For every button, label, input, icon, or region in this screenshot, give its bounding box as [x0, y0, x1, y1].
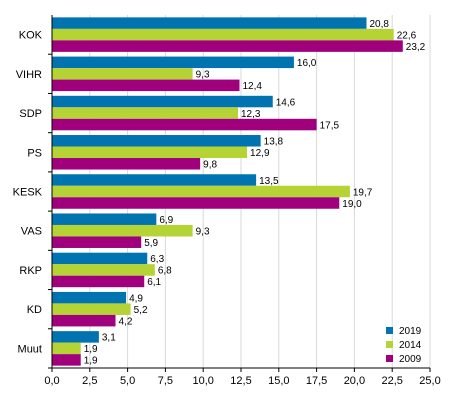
bar	[52, 236, 142, 248]
data-label: 13,8	[264, 137, 284, 148]
data-label: 16,0	[297, 58, 317, 69]
data-label: 12,3	[241, 109, 261, 120]
data-label: 6,8	[158, 266, 172, 277]
data-label: 13,5	[259, 176, 279, 187]
data-label: 6,1	[147, 277, 161, 288]
category-label: VIHR	[16, 69, 42, 81]
bar	[52, 118, 317, 131]
data-label: 17,5	[320, 120, 340, 131]
bar	[52, 213, 157, 225]
category-label: KD	[27, 304, 42, 316]
data-label: 9,8	[203, 160, 217, 171]
data-label: 5,2	[134, 305, 148, 316]
x-tick-label: 15,0	[268, 375, 289, 387]
bars	[52, 17, 403, 366]
data-label: 20,8	[369, 19, 389, 30]
category-label: PS	[27, 147, 42, 159]
bar	[52, 40, 403, 52]
data-label: 6,9	[159, 215, 173, 226]
legend-label: 2019	[399, 326, 422, 337]
category-label: KESK	[13, 187, 43, 199]
bar	[52, 56, 294, 69]
bar	[52, 28, 394, 41]
bar	[52, 224, 193, 237]
data-label: 19,0	[342, 199, 362, 210]
category-label: RKP	[19, 265, 42, 277]
data-label: 3,1	[102, 333, 116, 344]
data-label: 12,4	[242, 81, 262, 92]
data-label: 1,9	[84, 344, 98, 355]
x-tick-label: 5,0	[120, 375, 135, 387]
bar	[52, 197, 340, 209]
x-tick-label: 22,5	[381, 375, 402, 387]
x-tick-label: 7,5	[158, 375, 173, 387]
x-tick-label: 25,0	[419, 375, 440, 387]
data-label: 6,3	[150, 254, 164, 265]
legend-swatch	[386, 341, 393, 348]
bar	[52, 354, 81, 366]
bar	[52, 68, 193, 80]
legend: 2019 2014 2009	[386, 326, 422, 365]
data-label: 23,2	[406, 42, 426, 53]
legend-swatch	[386, 355, 393, 362]
bar	[52, 275, 145, 288]
legend-label: 2014	[399, 340, 422, 351]
bar	[52, 185, 350, 198]
x-tick-label: 20,0	[344, 375, 365, 387]
x-tick-label: 2,5	[82, 375, 97, 387]
data-label: 12,9	[250, 148, 270, 159]
x-axis-ticks: 0,0 2,5 5,0 7,5 10,0 12,5 15,0 17,5 20,0 22,5 25,0	[44, 15, 441, 387]
bar	[52, 135, 261, 147]
bar	[52, 303, 131, 315]
bar	[52, 158, 201, 170]
data-label: 4,2	[119, 316, 133, 327]
category-labels: KOK VIHR SDP PS KESK VAS RKP KD Muut	[13, 30, 43, 356]
bar	[52, 107, 238, 119]
data-label: 1,9	[84, 356, 98, 367]
bar	[52, 79, 240, 92]
x-tick-label: 12,5	[230, 375, 251, 387]
category-label: SDP	[19, 108, 42, 120]
data-label: 14,6	[276, 97, 296, 108]
x-tick-label: 10,0	[192, 375, 213, 387]
bar	[52, 264, 155, 276]
data-label: 9,3	[196, 226, 210, 237]
value-labels: 20,822,623,216,09,312,414,612,317,513,81…	[84, 19, 426, 367]
data-label: 19,7	[353, 187, 373, 198]
bar	[52, 252, 148, 265]
data-label: 9,3	[196, 70, 210, 81]
bar	[52, 174, 257, 186]
bar	[52, 331, 99, 343]
category-label: KOK	[19, 30, 43, 42]
bar	[52, 314, 116, 327]
bar	[52, 95, 273, 108]
legend-swatch	[386, 327, 393, 334]
legend-label: 2009	[399, 354, 422, 365]
bar	[52, 291, 127, 304]
x-tick-label: 17,5	[306, 375, 327, 387]
data-label: 22,6	[397, 30, 417, 41]
x-tick-label: 0,0	[44, 375, 59, 387]
bar	[52, 342, 81, 355]
category-label: Muut	[18, 343, 42, 355]
data-label: 5,9	[144, 238, 158, 249]
data-label: 4,9	[129, 293, 143, 304]
bar	[52, 146, 248, 159]
category-label: VAS	[21, 226, 42, 238]
bar	[52, 17, 367, 29]
